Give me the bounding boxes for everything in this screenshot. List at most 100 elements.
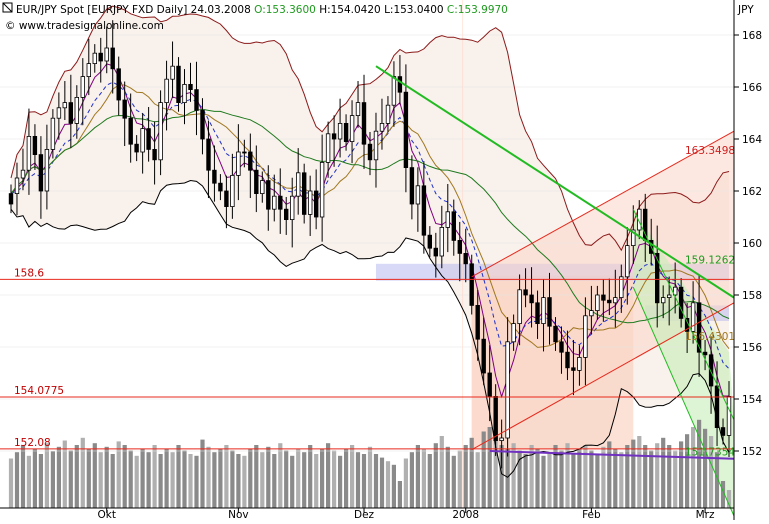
volume-bar [714,452,720,508]
volume-bar [373,454,379,508]
background-layer [0,0,734,516]
candle-body [493,395,498,441]
volume-bar [302,452,307,508]
candle-body [463,252,468,265]
candles-layer [8,20,732,469]
candle [8,184,14,214]
candle [343,114,349,151]
candle [301,163,307,224]
candle [655,225,660,328]
candle-body [110,47,115,70]
candle [26,108,32,195]
candle-body [295,172,301,197]
candle [547,272,552,345]
candle [720,418,726,445]
volume-bar [601,446,606,508]
candle [164,60,169,131]
volume-bar [290,455,295,508]
candle-body [690,302,696,332]
bollinger-upper [10,5,730,252]
volume-bar [164,448,169,508]
candle [230,153,235,219]
candle [397,55,403,105]
support-line [489,450,735,460]
candle [337,98,343,158]
candle [38,136,44,219]
candle [529,267,534,328]
candle-body [319,161,325,218]
candle [68,74,73,149]
volume-bar [559,450,564,508]
candle-body [242,151,247,154]
source-watermark: © www.tradesignalonline.com [5,20,164,32]
header-legend: EUR/JPY Spot [EURJPY FXD Daily] 24.03.20… [2,2,754,32]
candle [637,200,642,240]
candle [278,168,283,234]
candle-body [481,338,486,374]
candle [457,221,462,282]
candle [409,155,415,220]
candle [499,419,504,469]
candle [493,384,498,456]
candle [541,279,546,352]
x-tick-label: Mrz [696,509,715,520]
candle-body [8,193,14,205]
candle-body [391,76,397,106]
candle [379,98,385,150]
volume-bar [385,461,391,508]
candle [589,285,594,335]
candle [325,121,331,178]
candle [122,81,127,147]
volume-bar [26,455,31,508]
volume-bar [523,454,528,508]
candle-body [714,385,720,428]
candle-body [535,302,540,324]
candle [625,227,630,305]
candle-body [260,180,265,195]
candle [80,58,85,126]
volume-bar [595,454,600,508]
volume-bar [511,443,516,508]
volume-bar [332,450,337,508]
candle-body [212,169,217,184]
candle [367,131,373,176]
candle [349,100,355,164]
volume-bar [439,436,444,508]
candle [272,174,277,222]
x-tick-label: Dez [354,509,375,520]
volume-bar [284,450,289,508]
candle-body [188,84,193,91]
candle [607,278,612,316]
candle-body [38,154,44,192]
volume-bar [326,443,331,508]
volume-bar [379,457,385,508]
candle [475,290,480,361]
candle [319,134,325,242]
volume-bar [44,443,49,508]
volume-bar [541,455,546,508]
candle-body [589,310,594,317]
x-tick-label: 2008 [452,509,479,520]
candle-body [523,289,528,296]
volume-bar [128,450,133,508]
candle-body [613,297,618,304]
volume-bar [457,450,462,508]
candle [385,96,391,133]
candle-body [385,104,391,124]
volume-bar [553,445,558,508]
candle [373,112,379,188]
volume-bar [152,445,157,508]
candle [188,62,193,102]
candle-body [140,128,145,153]
volume-bar [661,437,666,508]
candle [289,177,295,248]
bollinger-lower [10,179,730,478]
candle-body [517,289,522,324]
volume-bar [709,436,714,508]
candle-body [86,63,91,77]
candle [152,121,157,185]
candle [248,133,253,199]
candle [283,196,289,235]
candle-body [355,102,361,116]
